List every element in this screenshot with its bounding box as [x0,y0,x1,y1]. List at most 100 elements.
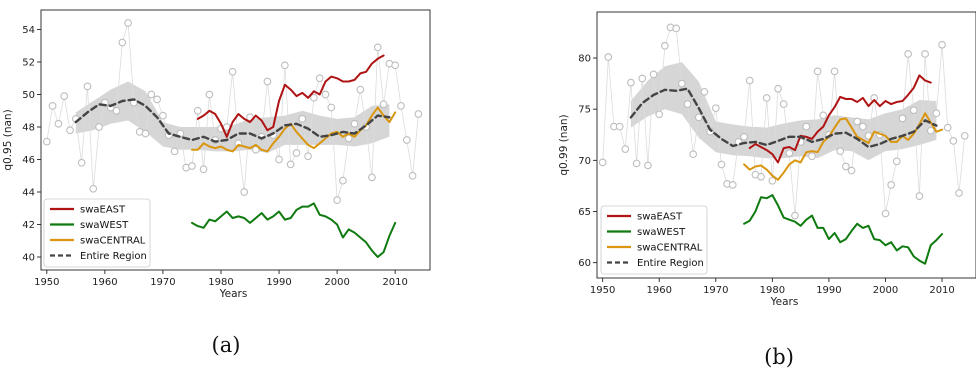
chart-0-observation-point [205,90,214,99]
chart-1-observation-point [649,70,658,79]
chart-0-observation-point [344,134,353,143]
chart-0-xtick-label: 2000 [324,277,349,288]
chart-1-observation-point [774,84,782,93]
chart-1-observation-point [779,100,788,108]
chart-0-observation-point [42,137,51,146]
chart-0-observation-point [153,95,161,104]
chart-1-observation-point [859,122,867,131]
chart-0-observation-point [350,119,359,128]
chart-1-observation-point [700,87,709,96]
chart-1-series-line-0 [748,74,932,164]
chart-1-xtick-label: 2000 [873,285,898,296]
chart-1-series-line-2 [743,112,944,181]
chart-0-legend-label-2: swaCENTRAL [80,236,146,247]
chart-1-observation-point [949,137,958,145]
chart-1-observation-point [627,78,635,87]
chart-1-observation-point [740,132,748,141]
chart-1-observation-point [661,41,669,50]
chart-0-observation-point [356,85,365,94]
chart-0-observation-point [373,43,382,52]
chart-1-observation-point [932,109,941,118]
chart-1-ytick-label: 60 [578,258,591,269]
chart-b: 1950 1960 1970 1980 1990 2000 2010 60 65 70 75 80 Ye… [558,11,976,308]
chart-0-observation-point [54,119,63,128]
chart-0-observation-point [141,129,150,138]
chart-0-observation-point [304,152,312,161]
chart-0-observation-point [193,106,202,115]
chart-1-ytick-label: 80 [578,54,591,65]
chart-1-observation-point [768,176,777,185]
chart-0-observation-point [333,196,341,204]
chart-1-observation-point [785,149,794,158]
chart-0-observation-point [77,158,86,167]
chart-1-legend-label-2: swaCENTRAL [637,243,703,254]
chart-1-observation-point [655,110,664,119]
chart-1-ytick-label: 70 [578,156,591,167]
chart-1-observation-point [683,100,692,108]
chart-1-observation-point [689,150,698,159]
chart-0-ytick-label: 40 [22,253,35,264]
chart-1-legend-label-0: swaEAST [637,212,683,223]
chart-0-observation-point [402,136,411,144]
chart-1-xtick-label: 1950 [590,285,615,296]
chart-0-ylabel: q0.95 (nan) [2,109,14,170]
chart-0-observation-point [275,155,283,164]
chart-1-observation-point [813,67,822,76]
chart-0-observation-point [240,188,249,196]
chart-0-ytick-label: 54 [22,25,35,36]
chart-0-ytick-label: 46 [22,155,35,166]
chart-0-observation-point [83,82,92,91]
chart-0-observation-point [298,115,307,123]
chart-1-xtick-label: 1960 [646,285,671,296]
chart-1-observation-point [615,122,624,131]
chart-0-xtick-label: 1950 [34,277,59,288]
chart-1-series-line-1 [743,194,944,265]
chart-0-xtick-label: 1980 [208,277,233,288]
chart-0-xlabel: Years [219,288,248,300]
chart-1-observation-point [904,50,912,58]
chart-1-observation-point [909,106,918,115]
chart-1-observation-point [915,192,924,201]
chart-1-observation-point [672,24,681,33]
chart-a: 1950 1960 1970 1980 1990 2000 2010 40 42 44 46 48 50… [2,9,431,300]
chart-1-observation-point [678,79,686,88]
chart-1-observation-point [819,111,828,120]
chart-0-observation-point [281,61,289,70]
chart-0-observation-point [118,38,127,47]
chart-1-observation-point [808,152,816,161]
chart-1-observation-point [728,181,737,189]
chart-1-observation-point [598,158,607,167]
chart-0-observation-point [251,145,260,154]
chart-0-axes-frame [40,9,431,271]
chart-0-observation-point [112,106,121,115]
chart-0-legend-label-1: swaWEST [80,220,129,231]
chart-1-observation-point [853,117,862,126]
chart-0-legend: swaEAST swaWEST swaCENTRAL Entire Region [43,198,151,268]
chart-1-xlabel: Years [770,296,799,308]
chart-0-observation-point [397,102,405,110]
chart-0-observation-point [60,92,69,100]
chart-0-observation-point [286,160,295,169]
chart-1-series-line-3 [629,87,938,149]
chart-0-observation-point [228,67,237,76]
chart-1-legend-label-1: swaWEST [637,227,686,238]
chart-0-uncertainty-band [75,81,390,153]
chart-0-observation-point [310,93,318,102]
chart-1-ytick-label: 65 [578,207,591,218]
chart-1-observation-point [762,94,771,102]
chart-1-xtick-label: 1980 [760,285,785,296]
chart-0-xtick-label: 1990 [266,277,291,288]
chart-0-legend-box [43,198,151,268]
chart-0-observation-point [199,165,208,174]
chart-0-observation-point [89,184,98,193]
chart-0-observation-point [66,126,74,135]
chart-0-plot-area [42,19,423,258]
chart-1-xtick-label: 1970 [703,285,728,296]
chart-0-ytick-label: 44 [22,188,35,199]
chart-1-ytick-label: 75 [578,105,591,116]
chart-0-observation-point [95,123,103,131]
chart-0-ytick-label: 48 [22,123,35,134]
chart-1-observation-point [955,189,963,197]
chart-1-observation-point [960,131,969,140]
chart-0-observation-point [408,171,417,180]
